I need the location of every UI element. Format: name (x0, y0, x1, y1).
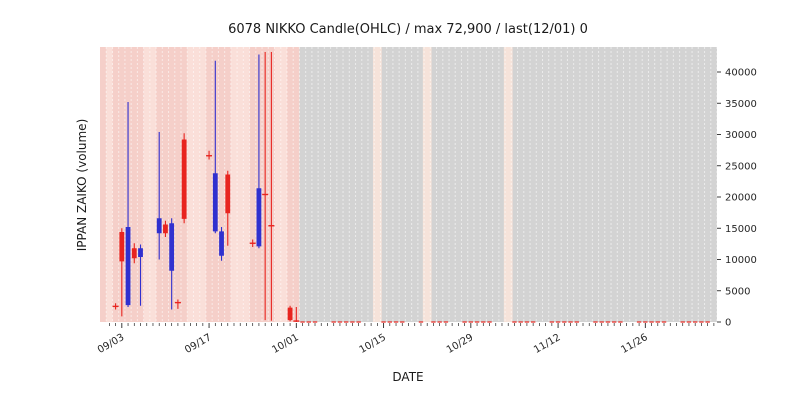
y-tick-label: 20000 (725, 193, 757, 204)
weekend-band (143, 47, 150, 322)
weekend-band (149, 47, 157, 322)
candle-body (138, 248, 143, 257)
x-tick-label: 10/29 (445, 332, 475, 356)
y-tick-label: 40000 (725, 68, 757, 79)
x-tick-label: 09/03 (96, 332, 126, 356)
y-tick-label: 35000 (725, 99, 757, 110)
y-tick-label: 25000 (725, 161, 757, 172)
candle-body (219, 231, 224, 256)
x-tick-label: 11/26 (619, 332, 649, 356)
x-tick-label: 10/15 (358, 332, 388, 356)
y-tick-label: 10000 (725, 255, 757, 266)
y-tick-label: 5000 (725, 286, 750, 297)
weekend-band (193, 47, 200, 322)
holiday-band (503, 47, 513, 322)
holiday-band (372, 47, 382, 322)
candle-body (119, 232, 125, 262)
x-tick-label: 11/12 (532, 332, 562, 356)
y-tick-label: 15000 (725, 224, 757, 235)
candle-body (169, 223, 175, 271)
candle-body (156, 218, 162, 234)
candle-body (287, 307, 293, 321)
weekend-band (274, 47, 281, 322)
weekend-band (187, 47, 194, 322)
chart-title: 6078 NIKKO Candle(OHLC) / max 72,900 / l… (228, 22, 588, 37)
candle-body (225, 174, 231, 214)
weekend-band (237, 47, 244, 322)
holiday-band (199, 47, 206, 322)
weekend-band (230, 47, 238, 322)
y-axis-label: IPPAN ZAIKO (volume) (75, 118, 89, 252)
y-tick-label: 30000 (725, 130, 757, 141)
y-tick-label: 0 (725, 318, 731, 329)
candle-body (163, 224, 168, 234)
weekend-band (106, 47, 113, 322)
candle-body (125, 227, 131, 306)
candle-body (181, 139, 187, 219)
holiday-band (422, 47, 432, 322)
candle-body (212, 173, 218, 232)
x-tick-label: 10/01 (270, 332, 300, 356)
x-axis-label: DATE (392, 370, 424, 384)
candle-body (131, 248, 137, 259)
x-tick-label: 09/17 (183, 332, 213, 356)
holiday-band (243, 47, 250, 322)
weekend-band (280, 47, 287, 322)
candle-body (256, 188, 262, 247)
